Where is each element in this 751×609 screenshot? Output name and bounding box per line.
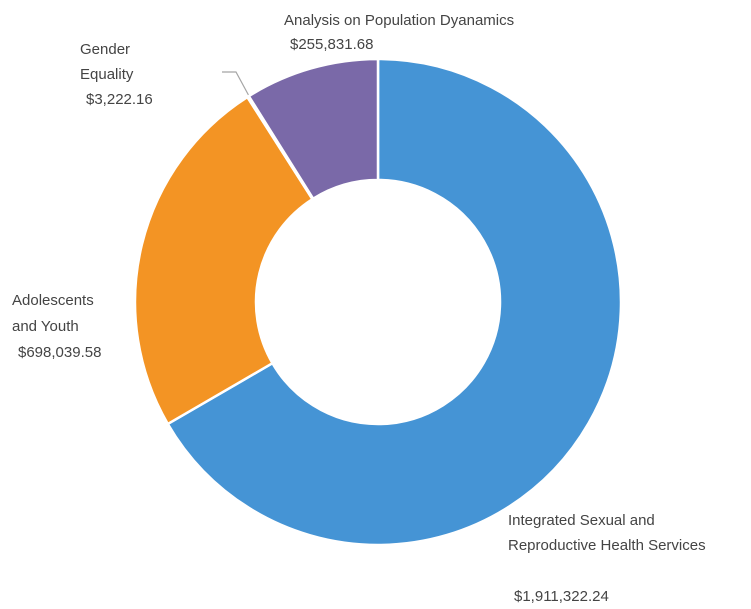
slice-label: Integrated Sexual and Reproductive Healt… <box>508 512 706 554</box>
donut-slice <box>247 57 380 201</box>
value-label: $3,222.16 <box>86 91 153 108</box>
slice-label: Gender Equality <box>80 41 134 83</box>
value-label: $255,831.68 <box>290 36 374 53</box>
donut-slice <box>166 57 623 547</box>
slice-label: Adolescents and Youth <box>12 292 94 335</box>
donut-slice <box>133 95 315 426</box>
leader-line <box>222 71 250 97</box>
value-label: $698,039.58 <box>18 344 102 361</box>
slice-label: Analysis on Population Dyanamics <box>284 12 515 29</box>
value-label: $1,911,322.24 <box>514 588 609 605</box>
